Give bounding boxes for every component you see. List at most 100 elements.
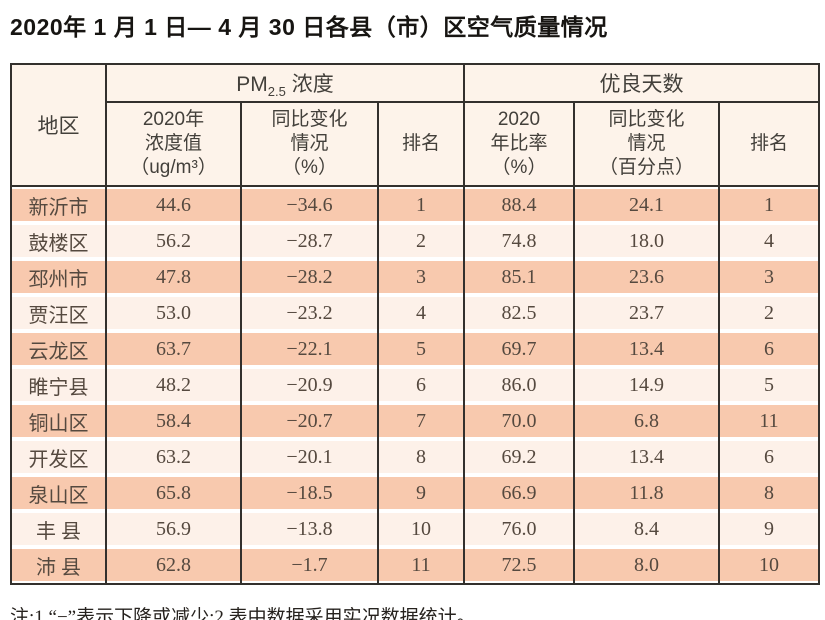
good-ratio-cell: 76.0 bbox=[463, 511, 575, 547]
pm-value-cell: 62.8 bbox=[105, 547, 242, 584]
good-rank-cell: 6 bbox=[717, 439, 821, 475]
page-title: 2020年 1 月 1 日— 4 月 30 日各县（市）区空气质量情况 bbox=[10, 14, 608, 40]
pm-rank-cell: 5 bbox=[377, 331, 465, 367]
pm-rank-cell: 3 bbox=[377, 259, 465, 295]
pm-value-cell: 53.0 bbox=[105, 295, 242, 331]
col-header-good-ratio: 2020 年比率 （%） bbox=[463, 102, 575, 187]
good-ratio-cell: 74.8 bbox=[463, 223, 575, 259]
pm-value-cell: 58.4 bbox=[105, 403, 242, 439]
pm-rank-cell: 7 bbox=[377, 403, 465, 439]
pm-change-cell: −28.2 bbox=[240, 259, 379, 295]
pm25-suffix: 浓度 bbox=[285, 73, 334, 96]
pm-rank-cell: 1 bbox=[377, 186, 465, 223]
region-cell: 新沂市 bbox=[10, 186, 107, 223]
good-ratio-cell: 86.0 bbox=[463, 367, 575, 403]
pm-value-cell: 48.2 bbox=[105, 367, 242, 403]
good-rank-cell: 8 bbox=[717, 475, 821, 511]
table-row: 睢宁县 48.2 −20.9 6 86.0 14.9 5 bbox=[10, 367, 821, 403]
region-cell: 贾汪区 bbox=[10, 295, 107, 331]
table-row: 贾汪区 53.0 −23.2 4 82.5 23.7 2 bbox=[10, 295, 821, 331]
region-cell: 沛 县 bbox=[10, 547, 107, 584]
table-row: 泉山区 65.8 −18.5 9 66.9 11.8 8 bbox=[10, 475, 821, 511]
table-row: 铜山区 58.4 −20.7 7 70.0 6.8 11 bbox=[10, 403, 821, 439]
pm25-subscript: 2.5 bbox=[267, 84, 286, 100]
pm-rank-cell: 10 bbox=[377, 511, 465, 547]
footnote: 注:1.“−”表示下降或减少;2.表中数据采用实况数据统计。 bbox=[10, 607, 476, 620]
good-rank-cell: 4 bbox=[717, 223, 821, 259]
air-quality-table: 地区 PM2.5 浓度 优良天数 2020年 浓度值 （ug/m³） 同比变化 … bbox=[10, 63, 821, 585]
pm-value-cell: 63.7 bbox=[105, 331, 242, 367]
region-cell: 丰 县 bbox=[10, 511, 107, 547]
pm-value-cell: 56.9 bbox=[105, 511, 242, 547]
region-cell: 鼓楼区 bbox=[10, 223, 107, 259]
good-ratio-cell: 88.4 bbox=[463, 186, 575, 223]
good-change-cell: 13.4 bbox=[573, 439, 720, 475]
good-change-cell: 8.4 bbox=[573, 511, 720, 547]
pm-rank-cell: 11 bbox=[377, 547, 465, 584]
pm-change-cell: −20.1 bbox=[240, 439, 379, 475]
col-group-good-days: 优良天数 bbox=[462, 64, 821, 103]
col-header-pm-value: 2020年 浓度值 （ug/m³） bbox=[105, 102, 242, 187]
region-cell: 邳州市 bbox=[10, 259, 107, 295]
pm-change-cell: −23.2 bbox=[240, 295, 379, 331]
good-ratio-cell: 69.2 bbox=[463, 439, 575, 475]
region-cell: 泉山区 bbox=[10, 475, 107, 511]
good-change-cell: 24.1 bbox=[573, 186, 720, 223]
col-header-region: 地区 bbox=[10, 64, 107, 187]
col-group-pm25: PM2.5 浓度 bbox=[105, 64, 465, 103]
table-row: 新沂市 44.6 −34.6 1 88.4 24.1 1 bbox=[10, 186, 821, 223]
pm-rank-cell: 2 bbox=[377, 223, 465, 259]
col-header-pm-change: 同比变化 情况 （%） bbox=[240, 102, 379, 187]
pm-change-cell: −20.9 bbox=[240, 367, 379, 403]
pm-rank-cell: 4 bbox=[377, 295, 465, 331]
table-row: 沛 县 62.8 −1.7 11 72.5 8.0 10 bbox=[10, 547, 821, 584]
pm-rank-cell: 8 bbox=[377, 439, 465, 475]
good-ratio-cell: 69.7 bbox=[463, 331, 575, 367]
good-change-cell: 13.4 bbox=[573, 331, 720, 367]
good-rank-cell: 10 bbox=[717, 547, 821, 584]
col-header-good-change: 同比变化 情况 （百分点） bbox=[573, 102, 720, 187]
col-header-good-rank: 排名 bbox=[717, 102, 821, 187]
header-sub-row: 2020年 浓度值 （ug/m³） 同比变化 情况 （%） 排名 2020 年比… bbox=[11, 102, 821, 187]
pm-rank-cell: 9 bbox=[377, 475, 465, 511]
good-rank-cell: 6 bbox=[717, 331, 821, 367]
pm-change-cell: −13.8 bbox=[240, 511, 379, 547]
good-change-cell: 23.7 bbox=[573, 295, 720, 331]
region-cell: 睢宁县 bbox=[10, 367, 107, 403]
good-change-cell: 6.8 bbox=[573, 403, 720, 439]
good-rank-cell: 3 bbox=[717, 259, 821, 295]
pm-value-cell: 56.2 bbox=[105, 223, 242, 259]
col-header-pm-rank: 排名 bbox=[377, 102, 465, 187]
good-change-cell: 11.8 bbox=[573, 475, 720, 511]
page: 2020年 1 月 1 日— 4 月 30 日各县（市）区空气质量情况 地区 P… bbox=[0, 8, 825, 620]
header-group-row: 地区 PM2.5 浓度 优良天数 bbox=[10, 64, 821, 187]
good-change-cell: 8.0 bbox=[573, 547, 720, 584]
table-row: 开发区 63.2 −20.1 8 69.2 13.4 6 bbox=[10, 439, 821, 475]
good-rank-cell: 2 bbox=[717, 295, 821, 331]
pm-value-cell: 65.8 bbox=[105, 475, 242, 511]
pm25-prefix: PM bbox=[236, 73, 268, 96]
pm-rank-cell: 6 bbox=[377, 367, 465, 403]
region-cell: 开发区 bbox=[10, 439, 107, 475]
pm-change-cell: −22.1 bbox=[240, 331, 379, 367]
good-rank-cell: 1 bbox=[717, 186, 821, 223]
good-change-cell: 18.0 bbox=[573, 223, 720, 259]
good-ratio-cell: 66.9 bbox=[463, 475, 575, 511]
good-rank-cell: 11 bbox=[717, 403, 821, 439]
pm-value-cell: 47.8 bbox=[105, 259, 242, 295]
table-row: 云龙区 63.7 −22.1 5 69.7 13.4 6 bbox=[10, 331, 821, 367]
table-row: 邳州市 47.8 −28.2 3 85.1 23.6 3 bbox=[10, 259, 821, 295]
table-header: 地区 PM2.5 浓度 优良天数 2020年 浓度值 （ug/m³） 同比变化 … bbox=[10, 64, 821, 187]
good-rank-cell: 5 bbox=[717, 367, 821, 403]
good-ratio-cell: 72.5 bbox=[463, 547, 575, 584]
table-row: 丰 县 56.9 −13.8 10 76.0 8.4 9 bbox=[10, 511, 821, 547]
pm-change-cell: −34.6 bbox=[240, 186, 379, 223]
region-cell: 云龙区 bbox=[10, 331, 107, 367]
good-ratio-cell: 70.0 bbox=[463, 403, 575, 439]
good-rank-cell: 9 bbox=[717, 511, 821, 547]
pm-value-cell: 63.2 bbox=[105, 439, 242, 475]
good-change-cell: 14.9 bbox=[573, 367, 720, 403]
good-change-cell: 23.6 bbox=[573, 259, 720, 295]
pm-change-cell: −18.5 bbox=[240, 475, 379, 511]
pm-value-cell: 44.6 bbox=[105, 186, 242, 223]
